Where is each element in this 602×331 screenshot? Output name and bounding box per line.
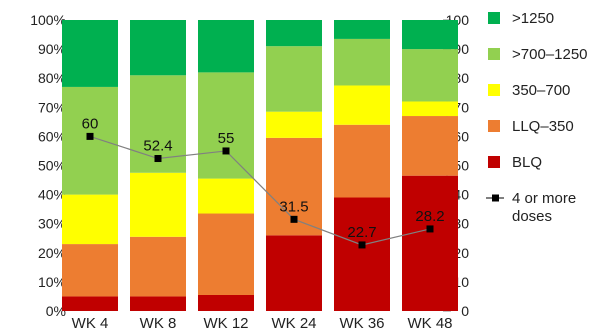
bar-segment [62, 86, 118, 195]
line-series-marker [222, 147, 230, 155]
bar-segment [402, 101, 458, 117]
y-left-tick-label: 40% [38, 187, 66, 203]
data-label: 22.7 [347, 224, 376, 241]
legend-swatch [488, 120, 500, 132]
x-tick-label: WK 48 [407, 315, 452, 331]
x-tick-label: WK 4 [72, 315, 109, 331]
bar-segment [198, 213, 254, 295]
bar-segment [266, 111, 322, 138]
legend-label: >700–1250 [512, 46, 588, 63]
bar-segment [266, 46, 322, 112]
x-tick-label: WK 24 [271, 315, 316, 331]
line-series-marker [290, 215, 298, 223]
data-label: 28.2 [415, 208, 444, 225]
y-left-tick-label: 50% [38, 158, 66, 174]
line-series-marker [86, 132, 94, 140]
bar-segment [198, 294, 254, 311]
bar-segment [62, 296, 118, 311]
y-left-tick-label: 100% [30, 12, 66, 28]
bar-segment [402, 49, 458, 102]
bar-segment [334, 197, 390, 311]
legend-marker-swatch [492, 194, 499, 202]
bar-segment [334, 38, 390, 86]
bar-segment [198, 20, 254, 73]
bar-stack-group [62, 20, 458, 311]
legend-label: 4 or more [512, 190, 576, 207]
x-tick-label: WK 8 [140, 315, 177, 331]
line-series-marker [358, 241, 366, 249]
legend-swatch [488, 48, 500, 60]
bar-segment [266, 20, 322, 47]
data-label: 55 [218, 130, 235, 147]
bar-segment [402, 20, 458, 50]
bar-segment [130, 236, 186, 297]
y-left-tick-label: 0% [46, 303, 66, 319]
data-label: 52.4 [143, 138, 172, 155]
bar-segment [130, 20, 186, 76]
line-series-marker [154, 155, 162, 163]
line-series-group: 60 52.4 55 31.5 22.7 28.2 [82, 115, 445, 249]
legend-label: BLQ [512, 154, 542, 171]
legend-swatch [488, 156, 500, 168]
x-axis-labels: WK 4 WK 8 WK 12 WK 24 WK 36 WK 48 [72, 315, 453, 331]
legend-label: doses [512, 208, 552, 225]
legend-swatch [488, 12, 500, 24]
legend: >1250 >700–1250 350–700 LLQ–350 BLQ 4 or more… [486, 10, 588, 225]
line-series-marker [426, 225, 434, 233]
legend-label: >1250 [512, 10, 554, 27]
y-right-tick-label: 0 [461, 303, 469, 319]
y-left-tick-label: 60% [38, 128, 66, 144]
y-left-tick-label: 10% [38, 274, 66, 290]
bar-segment [198, 178, 254, 214]
legend-label: LLQ–350 [512, 118, 574, 135]
bar-segment [62, 244, 118, 297]
x-tick-label: WK 12 [203, 315, 248, 331]
y-left-tick-label: 90% [38, 41, 66, 57]
bar-segment [198, 72, 254, 179]
bar-segment [334, 85, 390, 125]
y-axis-left: 0% 10% 20% 30% 40% 50% 60% 70% 80% 90% 100% [30, 12, 66, 319]
y-left-tick-label: 30% [38, 216, 66, 232]
bar-segment [402, 116, 458, 176]
data-label: 60 [82, 115, 99, 132]
legend-swatch [488, 84, 500, 96]
x-tick-label: WK 36 [339, 315, 384, 331]
line-series-path [89, 135, 431, 246]
bar-segment [266, 235, 322, 311]
bar-segment [334, 20, 390, 39]
bar-segment [62, 20, 118, 87]
bar-segment [130, 296, 186, 311]
legend-label: 350–700 [512, 82, 570, 99]
y-left-tick-label: 20% [38, 245, 66, 261]
bar-segment [130, 172, 186, 237]
bar-segment [62, 194, 118, 245]
data-label: 31.5 [279, 198, 308, 215]
y-left-tick-label: 70% [38, 99, 66, 115]
bar-segment [402, 175, 458, 311]
y-left-tick-label: 80% [38, 70, 66, 86]
bar-segment [334, 124, 390, 198]
